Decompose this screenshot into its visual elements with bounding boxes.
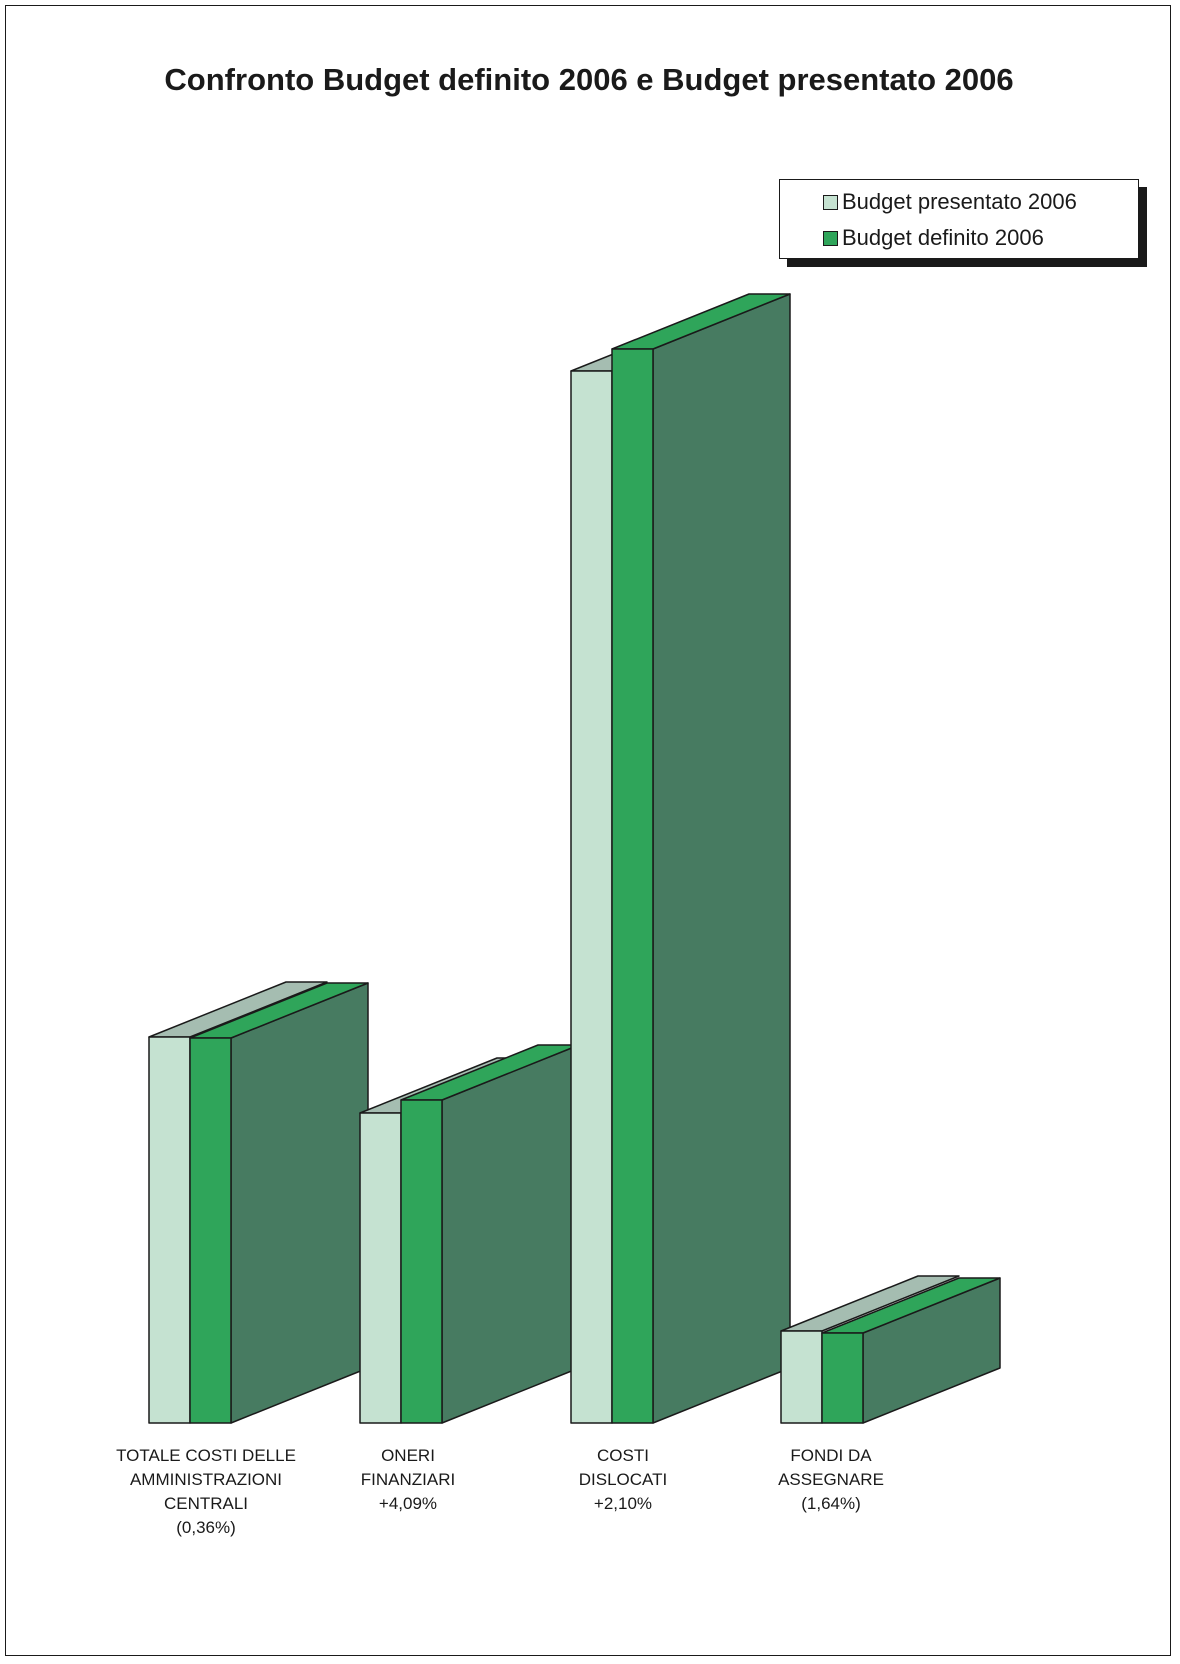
chart-title: Confronto Budget definito 2006 e Budget … xyxy=(164,62,1014,97)
category-label-line: AMMINISTRAZIONI xyxy=(129,1470,283,1489)
category-label-line: FINANZIARI xyxy=(360,1470,456,1489)
bar-1-4 xyxy=(780,1330,823,1424)
legend: Budget presentato 2006 Budget definito 2… xyxy=(779,179,1139,259)
category-label-line: (0,36%) xyxy=(176,1518,236,1537)
category-label-1: TOTALE COSTI DELLE AMMINISTRAZIONI CENTRAL… xyxy=(76,1444,336,1540)
chart-frame: Confronto Budget definito 2006 e Budget … xyxy=(5,5,1171,1656)
legend-swatch-presentato xyxy=(823,194,838,210)
bar-2-4 xyxy=(821,1332,864,1424)
category-label-2: ONERI FINANZIARI +4,09% xyxy=(278,1444,538,1516)
category-label-line: CENTRALI xyxy=(163,1494,249,1513)
legend-label-definito: Budget definito 2006 xyxy=(842,225,1044,250)
bar-2-1 xyxy=(189,1037,232,1424)
bar-2-2 xyxy=(400,1099,443,1424)
legend-item-presentato: Budget presentato 2006 xyxy=(823,187,1077,217)
bar-side-2 xyxy=(441,1044,580,1424)
legend-item-definito: Budget definito 2006 xyxy=(823,223,1044,253)
category-label-line: DISLOCATI xyxy=(578,1470,668,1489)
bar-1-3 xyxy=(570,370,613,1424)
bar-1-1 xyxy=(148,1036,191,1424)
category-label-line: TOTALE COSTI DELLE xyxy=(116,1446,296,1465)
category-label-line: +4,09% xyxy=(378,1494,438,1513)
category-label-line: ONERI xyxy=(381,1446,435,1465)
category-label-4: FONDI DA ASSEGNARE (1,64%) xyxy=(701,1444,961,1516)
bar-side-1 xyxy=(230,982,369,1424)
category-label-3: COSTI DISLOCATI +2,10% xyxy=(493,1444,753,1516)
category-label-line: FONDI DA xyxy=(790,1446,872,1465)
category-label-line: COSTI xyxy=(597,1446,649,1465)
category-label-line: (1,64%) xyxy=(801,1494,861,1513)
bar-2-3 xyxy=(611,348,654,1424)
category-label-line: ASSEGNARE xyxy=(778,1470,884,1489)
legend-label-presentato: Budget presentato 2006 xyxy=(842,189,1077,214)
bar-1-2 xyxy=(359,1112,402,1424)
category-label-line: +2,10% xyxy=(593,1494,653,1513)
bar-side-3 xyxy=(652,293,791,1424)
legend-swatch-definito xyxy=(823,230,838,246)
bar-plot xyxy=(148,293,1001,1424)
